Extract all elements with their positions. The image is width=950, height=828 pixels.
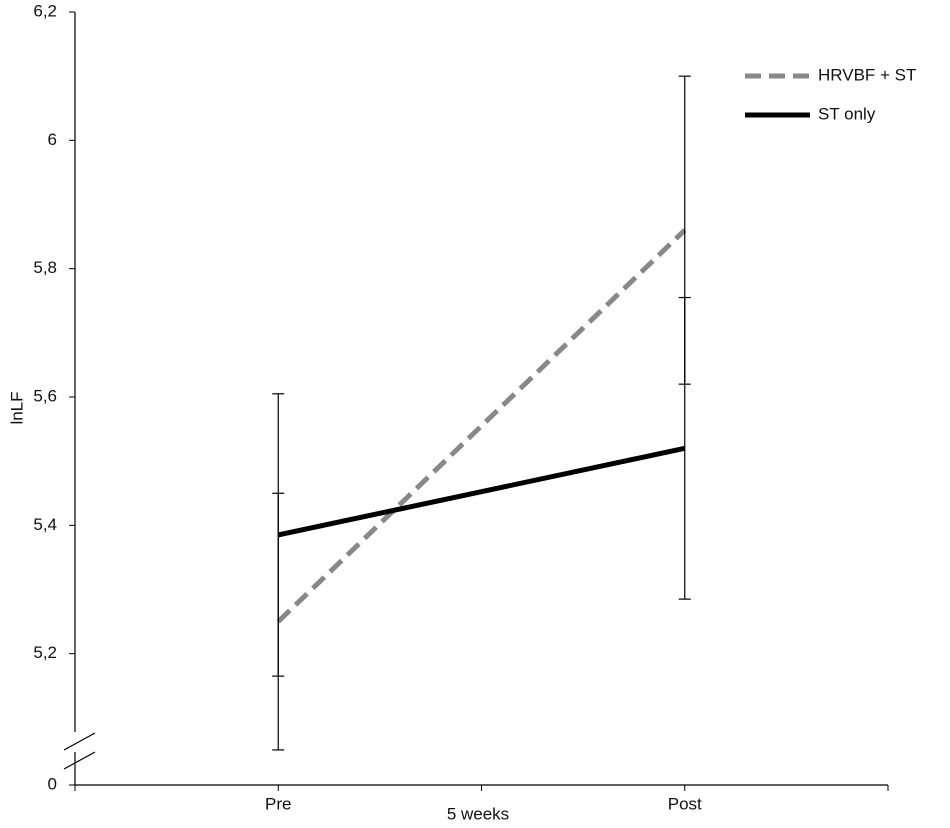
y-tick-label: 5,8: [33, 258, 57, 277]
y-tick-label: 5,4: [33, 515, 57, 534]
legend-label: HRVBF + ST: [818, 65, 916, 84]
axis-break: [63, 751, 96, 770]
y-tick-label: 6,2: [33, 1, 57, 20]
y-tick-label: 5,2: [33, 643, 57, 662]
x-axis-label: 5 weeks: [447, 804, 509, 823]
x-tick-label: Post: [668, 794, 702, 813]
y-axis-label: lnLF: [7, 391, 26, 424]
y-tick-label: 6: [48, 130, 57, 149]
y-tick-label: 0: [48, 774, 57, 793]
legend-label: ST only: [818, 104, 876, 123]
y-tick-label: 5,6: [33, 386, 57, 405]
series-line: [277, 445, 686, 538]
axis-break: [63, 732, 96, 751]
series-line: [276, 228, 687, 624]
x-tick-label: Pre: [265, 794, 291, 813]
